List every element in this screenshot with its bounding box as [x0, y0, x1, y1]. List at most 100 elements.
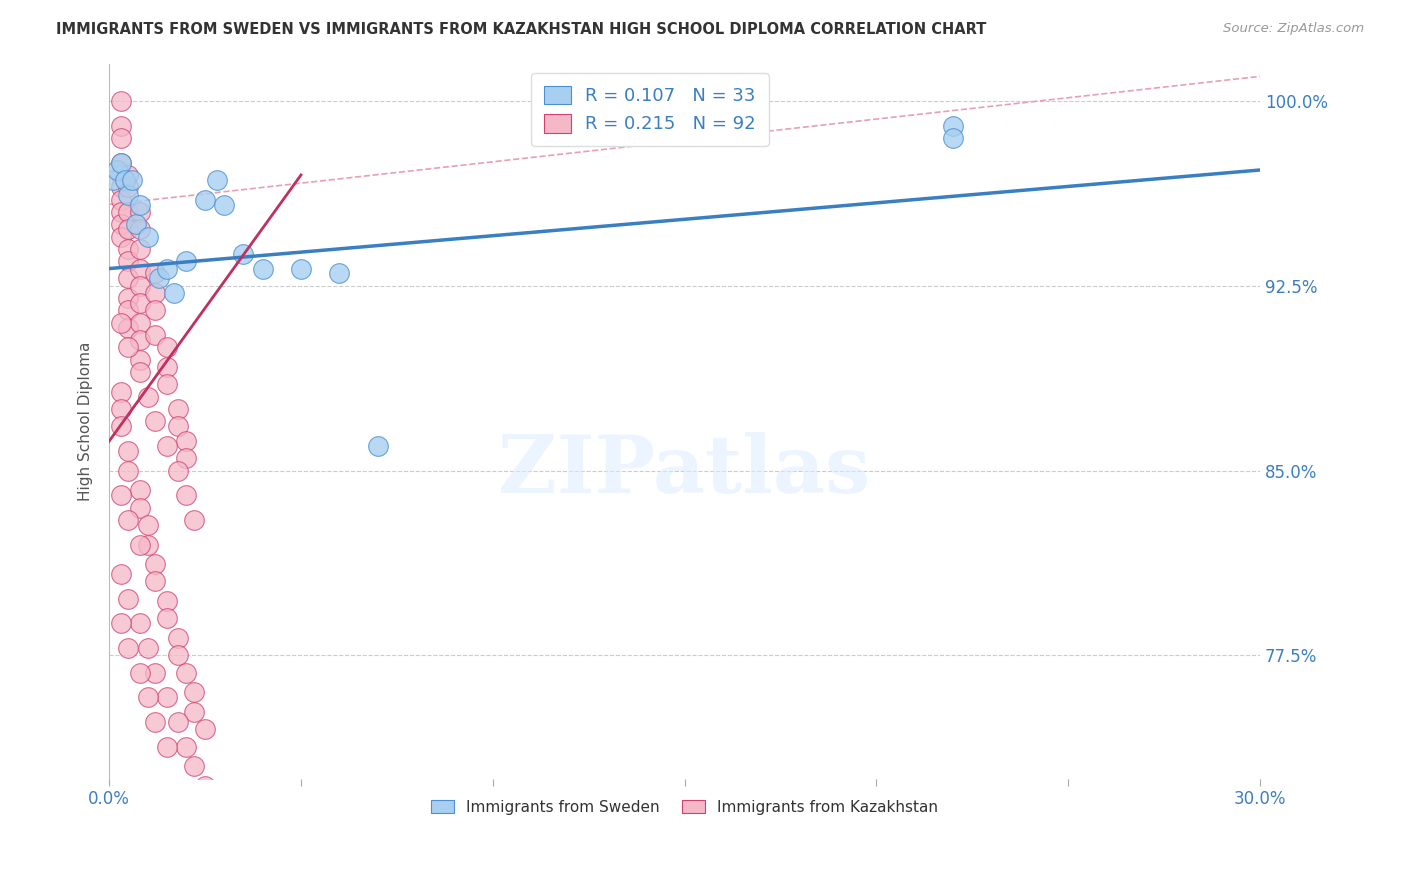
Point — [110, 94, 132, 108]
Point — [117, 168, 139, 182]
Point — [136, 640, 159, 655]
Point — [183, 759, 205, 773]
Point — [136, 517, 159, 532]
Point — [110, 316, 132, 330]
Point — [143, 328, 166, 343]
Point — [129, 616, 152, 631]
Point — [117, 180, 139, 194]
Point — [167, 464, 190, 478]
Point — [129, 316, 152, 330]
Point — [129, 665, 152, 680]
Point — [143, 414, 166, 428]
Point — [110, 205, 132, 219]
Point — [143, 286, 166, 301]
Point — [174, 488, 197, 502]
Point — [136, 537, 159, 551]
Text: IMMIGRANTS FROM SWEDEN VS IMMIGRANTS FROM KAZAKHSTAN HIGH SCHOOL DIPLOMA CORRELA: IMMIGRANTS FROM SWEDEN VS IMMIGRANTS FRO… — [56, 22, 987, 37]
Point — [129, 242, 152, 256]
Point — [194, 193, 217, 207]
Point — [114, 173, 136, 187]
Point — [117, 205, 139, 219]
Point — [129, 197, 152, 211]
Point — [174, 254, 197, 268]
Point — [156, 611, 179, 625]
Point — [148, 271, 170, 285]
Point — [167, 648, 190, 663]
Point — [156, 439, 179, 453]
Point — [117, 254, 139, 268]
Point — [117, 443, 139, 458]
Point — [110, 131, 132, 145]
Point — [205, 173, 228, 187]
Point — [156, 340, 179, 354]
Point — [117, 513, 139, 527]
Point — [129, 483, 152, 498]
Point — [110, 155, 132, 169]
Point — [290, 261, 312, 276]
Point — [194, 779, 217, 793]
Point — [156, 377, 179, 392]
Point — [136, 390, 159, 404]
Point — [214, 197, 236, 211]
Point — [129, 296, 152, 310]
Point — [129, 205, 152, 219]
Point — [129, 500, 152, 515]
Point — [942, 119, 965, 133]
Point — [143, 267, 166, 281]
Point — [125, 217, 148, 231]
Point — [174, 434, 197, 448]
Point — [117, 222, 139, 236]
Point — [174, 451, 197, 466]
Point — [110, 384, 132, 399]
Point — [129, 222, 152, 236]
Point — [942, 131, 965, 145]
Y-axis label: High School Diploma: High School Diploma — [79, 342, 93, 501]
Point — [110, 155, 132, 169]
Point — [163, 286, 186, 301]
Point — [105, 163, 128, 178]
Point — [143, 665, 166, 680]
Point — [117, 291, 139, 305]
Point — [129, 365, 152, 379]
Point — [156, 690, 179, 705]
Point — [143, 714, 166, 729]
Point — [232, 247, 254, 261]
Point — [136, 229, 159, 244]
Point — [129, 278, 152, 293]
Point — [110, 402, 132, 417]
Text: ZIPatlas: ZIPatlas — [499, 433, 870, 510]
Point — [110, 419, 132, 434]
Point — [129, 352, 152, 367]
Point — [367, 439, 389, 453]
Point — [110, 193, 132, 207]
Point — [194, 723, 217, 737]
Point — [117, 464, 139, 478]
Point — [252, 261, 274, 276]
Point — [183, 685, 205, 699]
Point — [110, 616, 132, 631]
Point — [156, 360, 179, 375]
Point — [156, 261, 179, 276]
Point — [129, 261, 152, 276]
Point — [121, 173, 143, 187]
Point — [143, 574, 166, 589]
Point — [117, 187, 139, 202]
Point — [167, 419, 190, 434]
Point — [167, 402, 190, 417]
Point — [136, 690, 159, 705]
Point — [183, 705, 205, 719]
Point — [117, 242, 139, 256]
Point — [110, 119, 132, 133]
Point — [110, 567, 132, 582]
Point — [117, 591, 139, 606]
Point — [174, 739, 197, 754]
Point — [110, 168, 132, 182]
Point — [156, 594, 179, 608]
Text: Source: ZipAtlas.com: Source: ZipAtlas.com — [1223, 22, 1364, 36]
Point — [110, 180, 132, 194]
Point — [110, 488, 132, 502]
Legend: Immigrants from Sweden, Immigrants from Kazakhstan: Immigrants from Sweden, Immigrants from … — [425, 794, 945, 821]
Point — [167, 714, 190, 729]
Point — [110, 217, 132, 231]
Point — [117, 271, 139, 285]
